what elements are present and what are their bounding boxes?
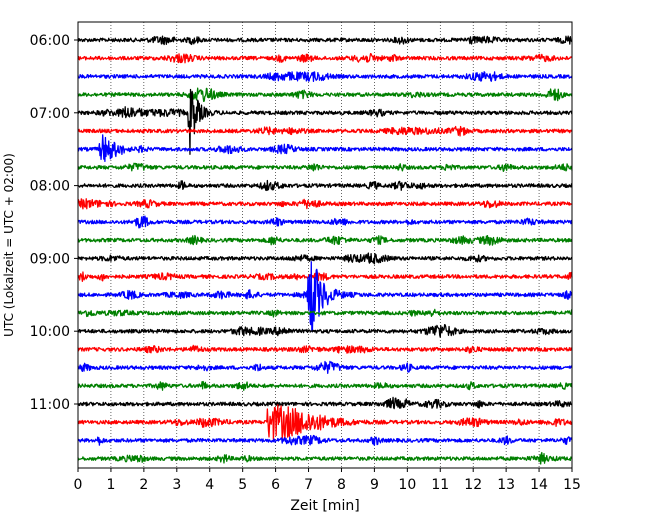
x-tick-label: 7: [304, 477, 313, 493]
x-tick-label: 4: [205, 477, 214, 493]
x-tick-label: 3: [172, 477, 181, 493]
x-tick-label: 13: [497, 477, 515, 493]
trace-line: [77, 87, 573, 103]
x-tick-label: 10: [398, 477, 416, 493]
x-tick-label: 0: [74, 477, 83, 493]
trace-line: [77, 396, 573, 410]
y-tick-label: 07:00: [30, 106, 70, 122]
x-tick-label: 15: [563, 477, 581, 493]
trace-line: [77, 198, 573, 210]
x-tick-label: 12: [464, 477, 482, 493]
trace-line: [77, 434, 573, 446]
trace-line: [77, 125, 573, 137]
seismogram-traces: [77, 35, 573, 465]
y-tick-label: 08:00: [30, 179, 70, 195]
trace-line: [77, 215, 573, 229]
x-tick-label: 5: [238, 477, 247, 493]
x-tick-label: 9: [370, 477, 379, 493]
trace-line: [77, 179, 573, 192]
x-axis-label: Zeit [min]: [290, 498, 359, 514]
minute-grid: [110, 22, 540, 468]
trace-line: [77, 35, 573, 46]
y-tick-label: 06:00: [30, 33, 70, 49]
trace-line: [77, 451, 573, 465]
trace-line: [77, 88, 573, 155]
y-tick-label: 09:00: [30, 251, 70, 267]
trace-line: [77, 134, 573, 162]
trace-line: [77, 360, 573, 374]
trace-line: [77, 162, 573, 172]
trace-line: [77, 308, 573, 318]
y-tick-label: 10:00: [30, 324, 70, 340]
plot-frame: [77, 21, 573, 469]
trace-line: [77, 323, 573, 338]
x-tick-label: 1: [106, 477, 115, 493]
x-axis-ticks: 0 1 2 3 4 5 6 7 8 9 10 11 12 13 14 15: [74, 468, 581, 493]
y-tick-label: 11:00: [30, 397, 70, 413]
trace-line: [77, 252, 573, 265]
y-axis-label: UTC (Lokalzeit = UTC + 02:00): [2, 153, 16, 337]
trace-line: [77, 380, 573, 391]
trace-line: [77, 404, 573, 440]
trace-line: [77, 271, 573, 282]
trace-line: [77, 71, 573, 82]
x-tick-label: 11: [431, 477, 449, 493]
trace-line: [77, 234, 573, 246]
x-tick-label: 14: [530, 477, 548, 493]
trace-line: [77, 52, 573, 64]
y-axis-ticks: 06:00 07:00 08:00 09:00 10:00 11:00: [30, 33, 78, 413]
x-tick-label: 6: [271, 477, 280, 493]
trace-line: [77, 344, 573, 354]
trace-line: [77, 261, 573, 333]
x-tick-label: 2: [139, 477, 148, 493]
x-tick-label: 8: [337, 477, 346, 493]
